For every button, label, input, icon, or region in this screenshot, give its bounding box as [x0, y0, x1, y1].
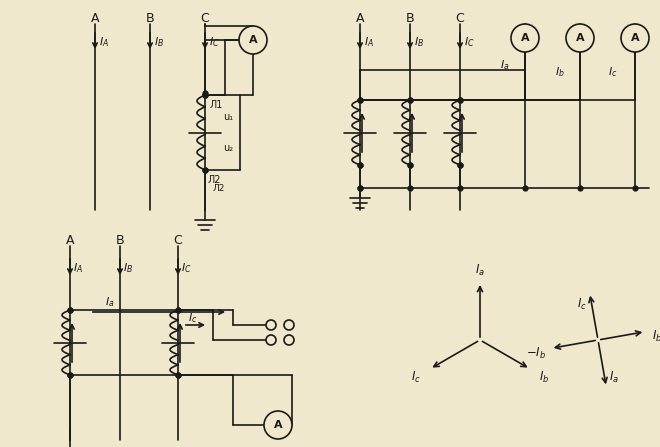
- Text: A: A: [521, 33, 529, 43]
- Text: $I_a$: $I_a$: [500, 58, 510, 72]
- Text: Л2: Л2: [208, 175, 222, 185]
- Text: $I_B$: $I_B$: [123, 261, 133, 275]
- Text: Л1: Л1: [210, 100, 223, 110]
- Text: A: A: [91, 12, 99, 25]
- Circle shape: [239, 26, 267, 54]
- Text: $I_a$: $I_a$: [475, 262, 485, 278]
- Text: $I_c$: $I_c$: [608, 65, 618, 79]
- Text: $I_c$: $I_c$: [411, 370, 420, 384]
- Text: $I_A$: $I_A$: [364, 35, 374, 49]
- Text: $I_b$: $I_b$: [652, 329, 660, 344]
- Text: A: A: [274, 420, 282, 430]
- Circle shape: [566, 24, 594, 52]
- Text: A: A: [249, 35, 257, 45]
- Text: B: B: [115, 233, 124, 246]
- Text: $I_B$: $I_B$: [414, 35, 424, 49]
- Text: u₂: u₂: [223, 143, 233, 153]
- Text: u₁: u₁: [223, 112, 233, 122]
- Text: C: C: [455, 12, 465, 25]
- Circle shape: [264, 411, 292, 439]
- Text: $I_a$: $I_a$: [105, 295, 115, 309]
- Circle shape: [284, 320, 294, 330]
- Circle shape: [621, 24, 649, 52]
- Text: B: B: [406, 12, 414, 25]
- Text: $I_c$: $I_c$: [577, 297, 587, 312]
- Text: A: A: [576, 33, 584, 43]
- Text: $I_A$: $I_A$: [99, 35, 109, 49]
- Text: $I_b$: $I_b$: [539, 370, 549, 384]
- Circle shape: [284, 335, 294, 345]
- Text: $I_a$: $I_a$: [609, 370, 619, 385]
- Text: $I_C$: $I_C$: [181, 261, 191, 275]
- Text: $I_C$: $I_C$: [209, 35, 220, 49]
- Circle shape: [266, 320, 276, 330]
- Text: $I_b$: $I_b$: [555, 65, 565, 79]
- Text: C: C: [174, 233, 182, 246]
- Text: $-I_b$: $-I_b$: [525, 346, 546, 361]
- Text: A: A: [66, 233, 74, 246]
- Text: C: C: [201, 12, 209, 25]
- Text: A: A: [356, 12, 364, 25]
- Text: $I_A$: $I_A$: [73, 261, 83, 275]
- Circle shape: [266, 335, 276, 345]
- Text: B: B: [146, 12, 154, 25]
- Text: A: A: [631, 33, 640, 43]
- Circle shape: [511, 24, 539, 52]
- Text: $I_c$: $I_c$: [188, 311, 197, 325]
- Text: Л2: Л2: [213, 184, 225, 193]
- Text: $I_B$: $I_B$: [154, 35, 164, 49]
- Text: $I_C$: $I_C$: [464, 35, 475, 49]
